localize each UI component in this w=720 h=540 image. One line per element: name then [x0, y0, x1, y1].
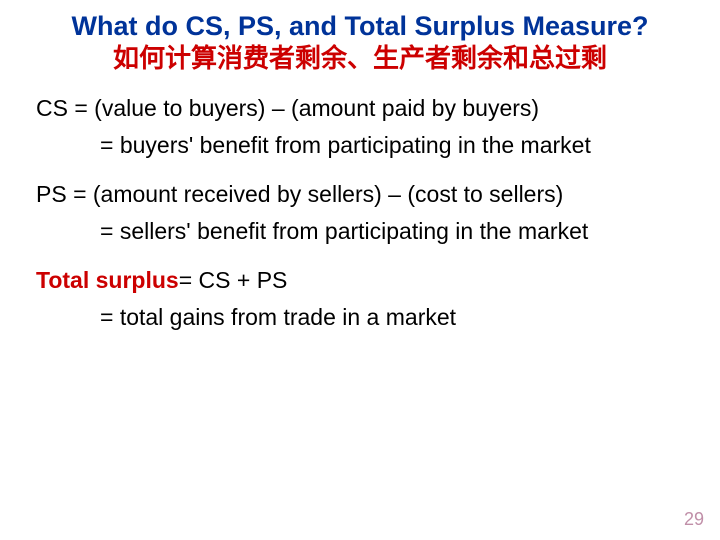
- total-surplus-label: Total surplus: [36, 265, 179, 296]
- title-english: What do CS, PS, and Total Surplus Measur…: [30, 10, 690, 42]
- ps-label: PS: [36, 179, 73, 210]
- total-surplus-line2: = total gains from trade in a market: [36, 302, 684, 333]
- cs-label: CS: [36, 93, 74, 124]
- slide-body: CS = (value to buyers) – (amount paid by…: [30, 85, 690, 333]
- total-surplus-line1: Total surplus = CS + PS: [36, 265, 684, 296]
- title-chinese: 如何计算消费者剩余、生产者剩余和总过剩: [30, 42, 690, 75]
- page-number: 29: [684, 509, 704, 530]
- cs-definition-line1: CS = (value to buyers) – (amount paid by…: [36, 93, 684, 124]
- ps-definition-line2: = sellers' benefit from participating in…: [36, 216, 684, 247]
- ps-definition-line1: PS = (amount received by sellers) – (cos…: [36, 179, 684, 210]
- title-block: What do CS, PS, and Total Surplus Measur…: [30, 10, 690, 75]
- total-surplus-eq1: = CS + PS: [179, 265, 288, 296]
- ps-eq1: = (amount received by sellers) – (cost t…: [73, 179, 563, 210]
- cs-eq1: = (value to buyers) – (amount paid by bu…: [74, 93, 539, 124]
- cs-definition-line2: = buyers' benefit from participating in …: [36, 130, 684, 161]
